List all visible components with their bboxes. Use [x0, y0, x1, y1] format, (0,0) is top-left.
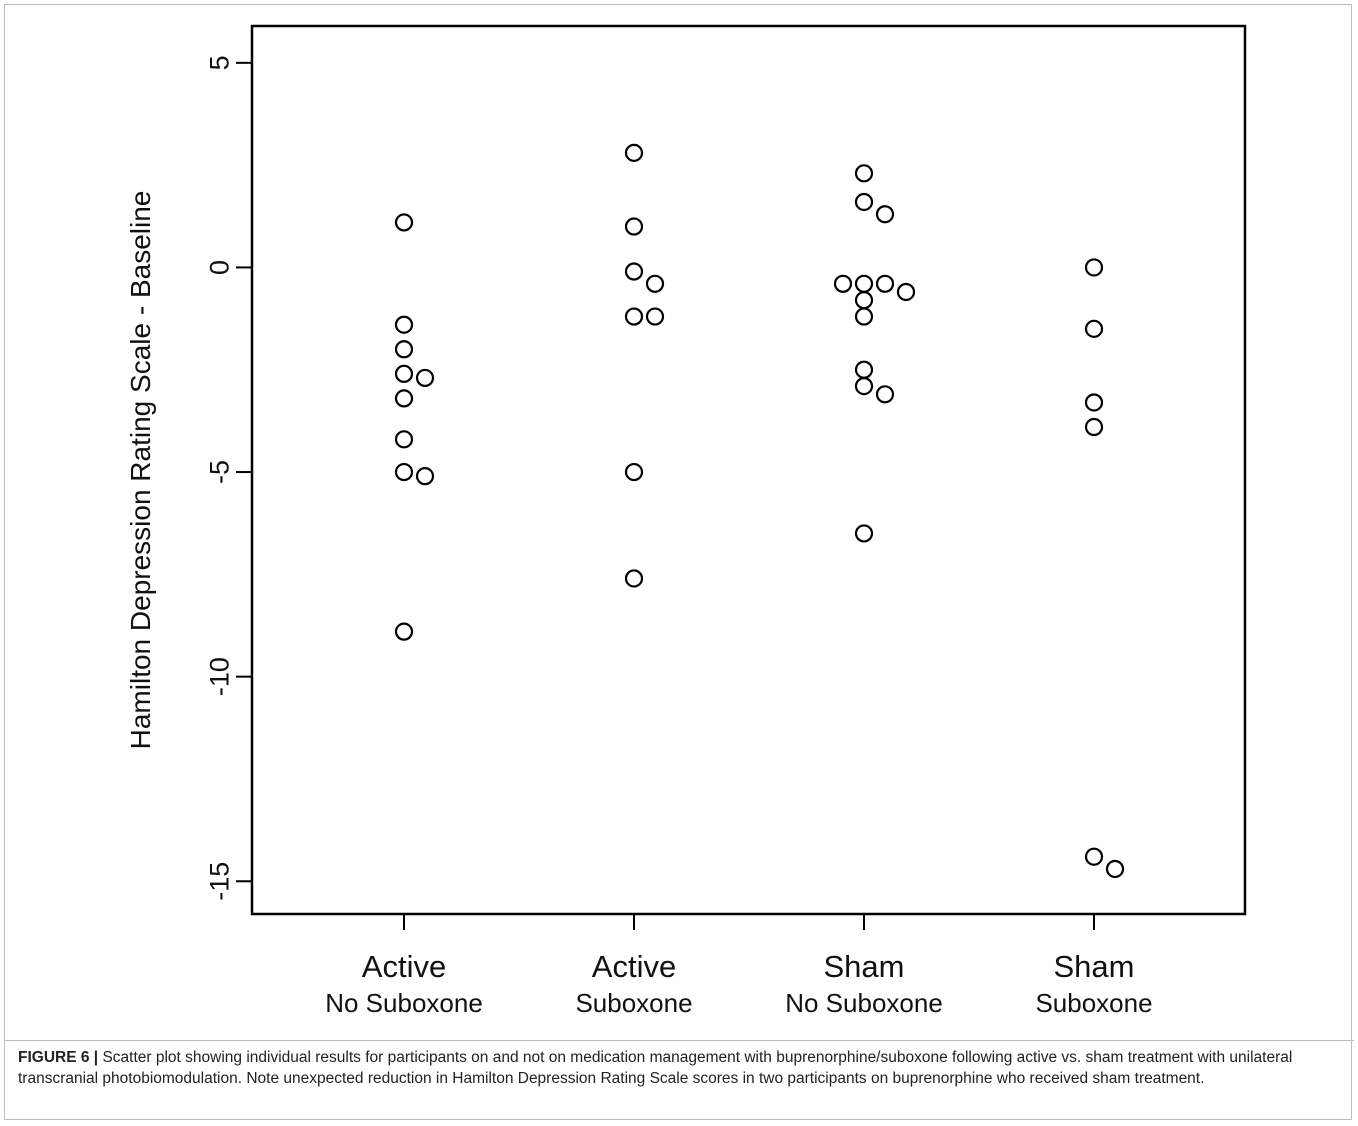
- data-point: [833, 274, 853, 293]
- caption-text: Scatter plot showing individual results …: [18, 1049, 1293, 1087]
- figure-caption: FIGURE 6 | Scatter plot showing individu…: [18, 1047, 1340, 1089]
- data-point: [854, 377, 874, 396]
- figure-label: FIGURE 6 |: [18, 1049, 99, 1066]
- plot-box: [250, 24, 1247, 916]
- x-category-label: Active: [362, 949, 446, 984]
- y-tick-label: 5: [204, 55, 234, 70]
- data-point: [875, 274, 895, 293]
- data-point: [1084, 847, 1104, 866]
- data-point: [896, 282, 916, 302]
- data-point: [394, 340, 414, 359]
- data-point: [854, 524, 874, 543]
- data-point: [415, 368, 435, 388]
- data-point: [854, 164, 874, 183]
- y-tick-label: -10: [204, 657, 234, 696]
- data-point: [1084, 393, 1104, 412]
- data-point: [854, 360, 874, 379]
- data-point: [394, 213, 414, 232]
- data-point: [394, 364, 414, 383]
- data-point: [394, 462, 414, 482]
- y-tick-label: 0: [204, 260, 234, 275]
- x-category-label: Sham: [824, 949, 905, 984]
- data-point: [624, 462, 644, 482]
- data-point: [624, 143, 644, 162]
- data-point: [1084, 319, 1104, 338]
- x-axis: Active No Suboxone Active Suboxone Sham No Su…: [325, 914, 1153, 1018]
- data-point: [624, 217, 644, 236]
- scatter-chart: 5 0 -5 -10 -15 Active No Suboxone Active Suboxo…: [125, 24, 1247, 1018]
- data-point: [394, 622, 414, 641]
- x-category-sublabel: Suboxone: [1035, 988, 1152, 1018]
- y-axis: 5 0 -5 -10 -15: [204, 55, 252, 901]
- data-point: [394, 315, 414, 334]
- x-category-sublabel: No Suboxone: [325, 988, 483, 1018]
- x-category-label: Sham: [1054, 949, 1135, 984]
- data-point: [854, 291, 874, 310]
- data-point: [854, 307, 874, 326]
- data-point: [415, 467, 435, 486]
- data-point: [854, 192, 874, 212]
- y-tick-label: -15: [204, 862, 234, 901]
- data-point: [645, 307, 665, 326]
- data-point: [645, 274, 665, 293]
- y-axis-title: Hamilton Depression Rating Scale - Basel…: [125, 191, 156, 750]
- data-point: [394, 389, 414, 408]
- data-point: [624, 307, 644, 326]
- x-category-sublabel: No Suboxone: [785, 988, 943, 1018]
- figure-frame: [4, 4, 1352, 1120]
- data-point: [1084, 417, 1104, 437]
- x-category-sublabel: Suboxone: [575, 988, 692, 1018]
- data-point: [624, 569, 644, 588]
- data-point: [854, 274, 874, 293]
- data-point: [1084, 258, 1104, 277]
- data-points: [394, 143, 1125, 879]
- data-point: [394, 430, 414, 449]
- data-point: [875, 205, 895, 224]
- x-category-label: Active: [592, 949, 676, 984]
- data-point: [1105, 859, 1125, 879]
- data-point: [624, 262, 644, 281]
- caption-divider: [4, 1040, 1354, 1041]
- y-tick-label: -5: [204, 460, 234, 484]
- data-point: [875, 385, 895, 404]
